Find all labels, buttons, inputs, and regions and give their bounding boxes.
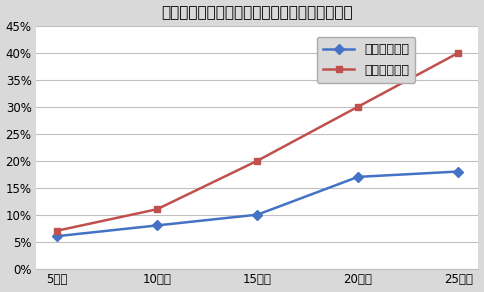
口腔ケアあり: [154, 224, 160, 227]
Legend: 口腔ケアあり, 口腔ケアなし: 口腔ケアあり, 口腔ケアなし: [317, 37, 415, 83]
口腔ケアあり: [355, 175, 361, 179]
Line: 口腔ケアなし: 口腔ケアなし: [53, 49, 462, 234]
口腔ケアあり: [54, 234, 60, 238]
口腔ケアなし: [54, 229, 60, 233]
口腔ケアあり: [455, 170, 461, 173]
口腔ケアなし: [355, 105, 361, 109]
口腔ケアなし: [455, 51, 461, 55]
口腔ケアあり: [255, 213, 260, 216]
Title: 口腔ケアの有無を比較した２年間の発热発生率: 口腔ケアの有無を比較した２年間の発热発生率: [162, 6, 353, 20]
Line: 口腔ケアあり: 口腔ケアあり: [53, 168, 462, 240]
口腔ケアなし: [154, 208, 160, 211]
口腔ケアなし: [255, 159, 260, 162]
